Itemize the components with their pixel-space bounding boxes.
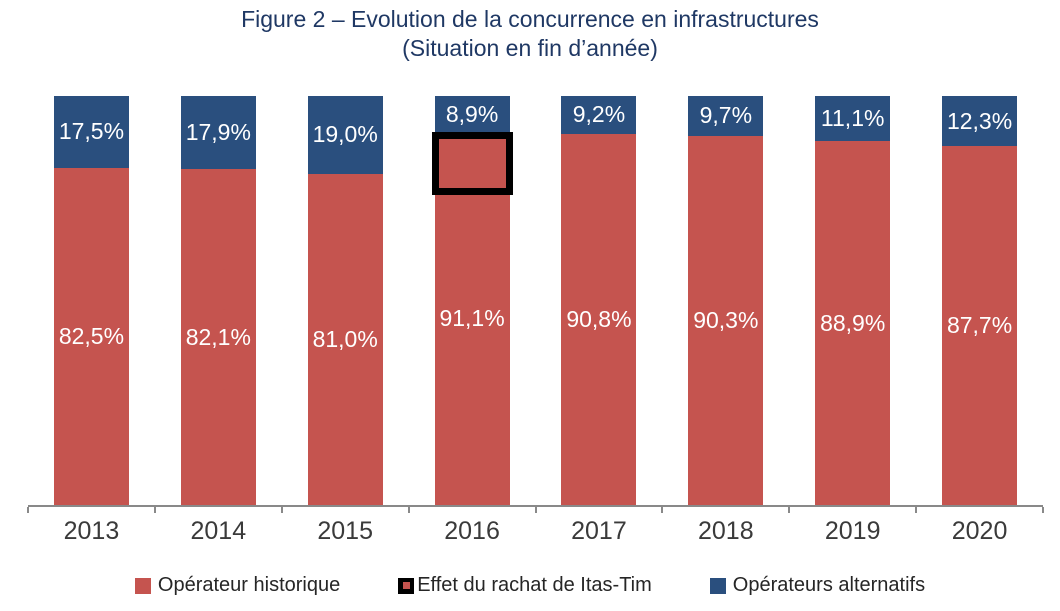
x-label-2015: 2015	[317, 517, 373, 545]
segment-alternatifs-2013: 17,5%	[53, 96, 129, 168]
value-label-alternatifs-2016: 8,9%	[445, 100, 499, 127]
segment-historique-2015: 81,0%	[307, 173, 383, 505]
legend-marker-blue-icon	[709, 577, 726, 594]
plot-area: 17,5% 82,5% 17,9% 82,1% 19,0% 81,0% 8,9% 91,1% 9…	[27, 96, 1044, 513]
stacked-bar-2014: 17,9% 82,1%	[180, 96, 256, 505]
segment-alternatifs-2020: 12,3%	[942, 96, 1018, 147]
segment-historique-2017: 90,8%	[561, 133, 637, 505]
value-label-historique-2013: 82,5%	[58, 322, 125, 349]
bar-slot-2015: 19,0% 81,0%	[282, 96, 409, 505]
x-label-2020: 2020	[951, 517, 1008, 545]
bar-slot-2017: 9,2% 90,8%	[536, 96, 663, 505]
stacked-bar-2015: 19,0% 81,0%	[307, 96, 383, 505]
bars-row: 17,5% 82,5% 17,9% 82,1% 19,0% 81,0% 8,9% 91,1% 9…	[28, 96, 1043, 505]
value-label-alternatifs-2019: 11,1%	[820, 105, 885, 132]
stacked-bar-2018: 9,7% 90,3%	[688, 96, 764, 505]
stacked-bar-2016: 8,9% 91,1%	[431, 96, 513, 505]
segment-historique-2013: 82,5%	[53, 167, 129, 505]
value-label-alternatifs-2014: 17,9%	[185, 119, 251, 146]
value-label-alternatifs-2017: 9,2%	[572, 101, 626, 128]
x-label-2016: 2016	[444, 517, 500, 545]
value-label-historique-2014: 82,1%	[185, 323, 251, 350]
stacked-bar-2020: 12,3% 87,7%	[942, 96, 1018, 505]
chart-subtitle: (Situation en fin d’année)	[402, 35, 658, 61]
segment-alternatifs-2016: 8,9%	[434, 96, 510, 133]
segment-alternatifs-2017: 9,2%	[561, 96, 637, 134]
legend-marker-red-icon	[134, 577, 151, 594]
legend-marker-inner-red	[402, 582, 410, 589]
value-label-historique-2016: 91,1%	[439, 305, 505, 332]
legend-item-operateur-historique: Opérateur historique	[134, 574, 341, 597]
x-axis-tick	[788, 507, 791, 513]
segment-alternatifs-2019: 11,1%	[815, 96, 891, 142]
value-label-alternatifs-2020: 12,3%	[946, 107, 1013, 134]
value-label-historique-2020: 87,7%	[946, 312, 1013, 339]
x-axis-labels: 2013 2014 2015 2016 2017 2018 2019 2020	[28, 517, 1043, 546]
x-axis-tick	[661, 507, 664, 513]
annotation-rect-effet-du-rachat-de-itas-tim	[431, 132, 513, 195]
bar-slot-2018: 9,7% 90,3%	[662, 96, 789, 505]
x-axis-tick	[280, 507, 283, 513]
segment-alternatifs-2014: 17,9%	[180, 96, 256, 170]
legend-label-operateur-historique: Opérateur historique	[157, 574, 341, 596]
bar-slot-2020: 12,3% 87,7%	[916, 96, 1043, 505]
segment-historique-2014: 82,1%	[180, 169, 256, 505]
value-label-historique-2017: 90,8%	[566, 305, 632, 332]
x-axis-tick	[915, 507, 918, 513]
value-label-historique-2015: 81,0%	[312, 325, 378, 352]
x-label-2013: 2013	[63, 517, 120, 545]
chart-title: Figure 2 – Evolution de la concurrence e…	[241, 6, 819, 32]
value-label-historique-2018: 90,3%	[693, 306, 759, 333]
segment-alternatifs-2018: 9,7%	[688, 96, 764, 136]
segment-alternatifs-2015: 19,0%	[307, 96, 383, 174]
legend-item-operateurs-alternatifs: Opérateurs alternatifs	[709, 574, 926, 597]
x-axis-tick	[534, 507, 537, 513]
x-label-2017: 2017	[571, 517, 627, 545]
value-label-historique-2019: 88,9%	[820, 309, 886, 336]
bar-slot-2014: 17,9% 82,1%	[155, 96, 282, 505]
bar-slot-2019: 11,1% 88,9%	[789, 96, 916, 505]
legend-item-effet-du-rachat-de-itas-tim: Effet du rachat de Itas-Tim	[398, 574, 652, 597]
legend-label-effet-du-rachat-de-itas-tim: Effet du rachat de Itas-Tim	[417, 574, 652, 596]
segment-historique-2019: 88,9%	[815, 141, 891, 505]
bar-slot-2016: 8,9% 91,1%	[409, 96, 536, 505]
value-label-alternatifs-2018: 9,7%	[699, 102, 753, 129]
x-axis-line	[27, 505, 1044, 513]
x-axis-tick	[1042, 507, 1044, 513]
x-axis-tick	[153, 507, 156, 513]
x-label-2019: 2019	[824, 517, 881, 545]
stacked-bar-2013: 17,5% 82,5%	[53, 96, 129, 505]
segment-historique-2018: 90,3%	[688, 135, 764, 505]
stacked-bar-2017: 9,2% 90,8%	[561, 96, 637, 505]
x-label-2018: 2018	[698, 517, 754, 545]
x-label-2014: 2014	[190, 517, 247, 545]
value-label-alternatifs-2013: 17,5%	[58, 118, 125, 145]
x-axis-tick	[407, 507, 410, 513]
legend-marker-black-outline-icon	[398, 577, 415, 594]
value-label-alternatifs-2015: 19,0%	[312, 121, 378, 148]
segment-historique-2020: 87,7%	[942, 146, 1018, 505]
bar-slot-2013: 17,5% 82,5%	[28, 96, 155, 505]
chart-legend: Opérateur historique Effet du rachat de I…	[0, 574, 1060, 597]
stacked-bar-2019: 11,1% 88,9%	[815, 96, 891, 505]
legend-label-operateurs-alternatifs: Opérateurs alternatifs	[732, 574, 926, 596]
x-axis-tick	[27, 507, 29, 513]
